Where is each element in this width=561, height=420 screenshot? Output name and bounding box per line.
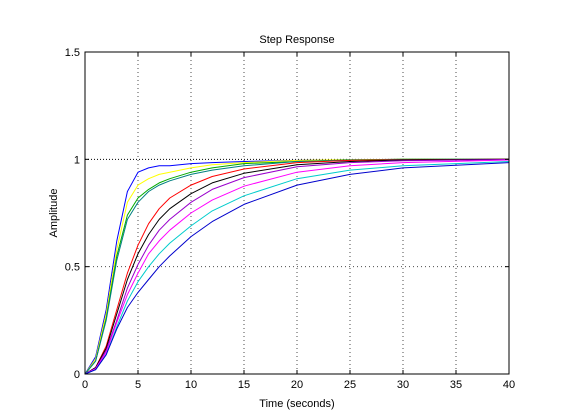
x-tick-label: 35 xyxy=(450,379,462,391)
y-tick-label: 1.5 xyxy=(65,47,80,59)
series-group xyxy=(84,158,510,375)
x-tick-label: 40 xyxy=(503,379,515,391)
series-line-8 xyxy=(84,159,510,375)
x-tick-label: 0 xyxy=(82,379,88,391)
x-tick-label: 5 xyxy=(135,379,141,391)
y-axis-label: Amplitude xyxy=(48,189,60,238)
x-tick-label: 30 xyxy=(397,379,409,391)
series-line-5 xyxy=(84,158,510,375)
chart-title: Step Response xyxy=(259,34,334,46)
y-tick-label: 0.5 xyxy=(65,262,80,274)
series-line-7 xyxy=(84,159,510,375)
series-line-4 xyxy=(84,158,510,375)
x-axis-ticks: 0 5 10 15 20 25 30 35 40 xyxy=(82,52,515,391)
x-axis-label: Time (seconds) xyxy=(259,398,334,410)
x-tick-label: 20 xyxy=(291,379,303,391)
y-tick-label: 1 xyxy=(74,154,80,166)
x-tick-label: 25 xyxy=(344,379,356,391)
series-line-6 xyxy=(84,158,510,375)
y-axis-ticks: 0 0.5 1 1.5 xyxy=(65,47,509,381)
y-tick-label: 0 xyxy=(74,369,80,381)
series-line-10 xyxy=(84,162,510,375)
x-tick-label: 10 xyxy=(185,379,197,391)
x-tick-label: 15 xyxy=(238,379,250,391)
series-line-2 xyxy=(84,158,509,375)
